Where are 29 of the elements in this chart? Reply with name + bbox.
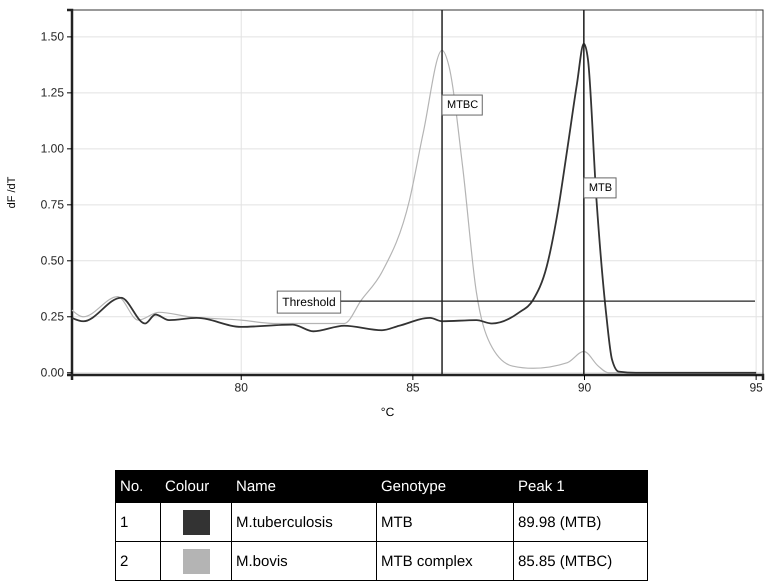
text: Colour bbox=[160, 470, 232, 502]
text: MTB complex bbox=[376, 542, 514, 580]
text: Genotype bbox=[376, 470, 514, 502]
ref-line-label: Threshold bbox=[282, 295, 336, 310]
text: 85.85 (MTBC) bbox=[514, 542, 648, 580]
x-tick-label: 85 bbox=[406, 380, 420, 395]
y-tick-label: 1.25 bbox=[40, 86, 64, 100]
legend-label: M.bovis bbox=[232, 542, 376, 580]
y-tick-label: 0.25 bbox=[40, 310, 64, 324]
ref-line-label: MTBC bbox=[447, 99, 478, 112]
text: MTB bbox=[376, 502, 514, 542]
y-tick-label: 0.50 bbox=[40, 254, 64, 268]
x-axis-title: °C bbox=[380, 405, 395, 419]
y-tick-label: 1.50 bbox=[40, 30, 64, 44]
y-axis-title: dF /dT bbox=[6, 176, 18, 208]
text: 2 bbox=[116, 542, 160, 580]
legend-label: M.tuberculosis bbox=[232, 502, 376, 542]
y-tick-label: 0.75 bbox=[40, 198, 64, 212]
y-tick-label: 0.00 bbox=[40, 366, 64, 380]
x-tick-label: 80 bbox=[234, 380, 248, 395]
text: No. bbox=[116, 470, 160, 502]
x-tick-label: 90 bbox=[578, 380, 592, 395]
text: Peak 1 bbox=[514, 470, 648, 502]
y-tick-label: 1.00 bbox=[40, 142, 64, 156]
x-tick-label: 95 bbox=[749, 380, 764, 395]
ref-line-label: MTB bbox=[588, 182, 612, 194]
text: 89.98 (MTB) bbox=[514, 502, 648, 542]
text: Name bbox=[232, 470, 376, 502]
text: 1 bbox=[116, 502, 160, 542]
